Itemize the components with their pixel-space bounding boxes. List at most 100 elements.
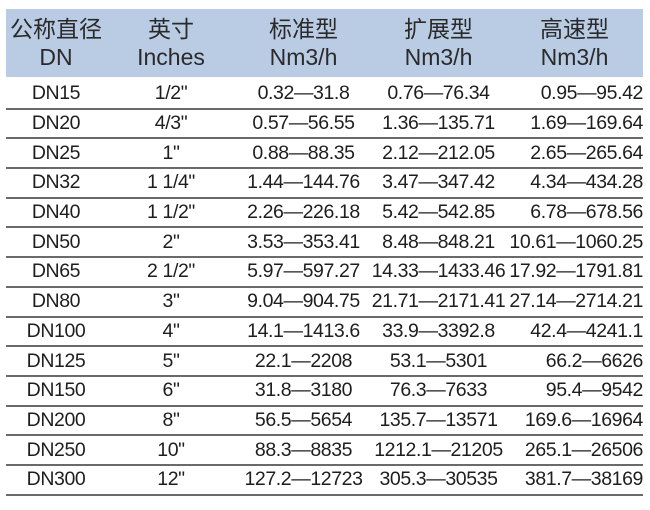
cell-inches: 10"	[157, 438, 185, 461]
cell-extended: 1212.1—21205	[374, 438, 503, 461]
cell-extended: 5.42—542.85	[382, 201, 495, 224]
cell-dn: DN25	[31, 141, 81, 164]
table-header: 公称直径 DN 英寸 Inches 标准型 Nm3/h 扩展型 Nm3/h 高速型 Nm3…	[6, 9, 643, 77]
table-row: DN25 1" 0.88—88.35 2.12—212.05 2.65—265.64	[6, 139, 643, 170]
cell-standard: 14.1—1413.6	[247, 319, 360, 342]
cell-dn: DN80	[31, 290, 81, 313]
cell-high-speed: 2.65—265.64	[530, 141, 643, 164]
cell-dn: DN40	[31, 201, 81, 224]
cell-extended: 3.47—347.42	[382, 171, 495, 194]
table-row: DN200 8" 56.5—5654 135.7—13571 169.6—16964	[6, 407, 643, 437]
cell-dn: DN50	[31, 230, 81, 253]
cell-standard: 0.88—88.35	[252, 141, 355, 164]
table-row: DN100 4" 14.1—1413.6 33.9—3392.8 42.4—4241.1	[6, 318, 643, 348]
cell-inches: 4"	[162, 319, 180, 342]
header-standard-en: Nm3/h	[269, 44, 338, 70]
flow-range-table: 公称直径 DN 英寸 Inches 标准型 Nm3/h 扩展型 Nm3/h 高速型 Nm3…	[6, 9, 643, 496]
cell-dn: DN200	[26, 408, 86, 431]
cell-dn: DN32	[31, 171, 81, 194]
header-high-speed-zh: 高速型	[540, 16, 609, 42]
header-inches: 英寸 Inches	[106, 9, 236, 77]
cell-high-speed: 95.4—9542	[545, 379, 644, 402]
cell-inches: 3"	[162, 290, 180, 313]
cell-standard: 0.57—56.55	[252, 112, 355, 135]
cell-inches: 2 1/2"	[147, 260, 195, 283]
cell-high-speed: 27.14—2714.21	[509, 290, 643, 313]
cell-inches: 1 1/2"	[147, 201, 195, 224]
table-row: DN65 2 1/2" 5.97—597.27 14.33—1433.46 17.92—…	[6, 258, 643, 288]
cell-dn: DN15	[31, 82, 81, 105]
cell-extended: 2.12—212.05	[382, 141, 495, 164]
cell-standard: 22.1—2208	[254, 349, 353, 372]
header-standard-zh: 标准型	[269, 16, 338, 42]
header-dn-en: DN	[39, 44, 73, 70]
table-row: DN50 2" 3.53—353.41 8.48—848.21 10.61—1060.2…	[6, 228, 643, 259]
cell-extended: 33.9—3392.8	[382, 319, 495, 342]
cell-standard: 0.32—31.8	[257, 82, 350, 105]
header-extended-zh: 扩展型	[404, 16, 473, 42]
table-row: DN125 5" 22.1—2208 53.1—5301 66.2—6626	[6, 347, 643, 377]
cell-dn: DN250	[26, 438, 86, 461]
cell-high-speed: 66.2—6626	[545, 349, 644, 372]
cell-high-speed: 1.69—169.64	[530, 112, 643, 135]
header-high-speed: 高速型 Nm3/h	[506, 9, 643, 77]
cell-high-speed: 42.4—4241.1	[530, 319, 643, 342]
cell-extended: 53.1—5301	[389, 349, 488, 372]
header-high-speed-en: Nm3/h	[540, 44, 609, 70]
header-standard: 标准型 Nm3/h	[236, 9, 371, 77]
header-extended-en: Nm3/h	[404, 44, 473, 70]
cell-extended: 305.3—30535	[379, 468, 498, 491]
cell-standard: 88.3—8835	[254, 438, 353, 461]
cell-high-speed: 265.1—26506	[524, 438, 644, 461]
cell-standard: 2.26—226.18	[247, 201, 360, 224]
cell-inches: 5"	[162, 349, 180, 372]
table-row: DN150 6" 31.8—3180 76.3—7633 95.4—9542	[6, 377, 643, 407]
cell-inches: 1 1/4"	[147, 171, 195, 194]
cell-standard: 56.5—5654	[254, 408, 353, 431]
cell-standard: 127.2—12723	[244, 468, 363, 491]
header-dn: 公称直径 DN	[6, 9, 106, 77]
cell-dn: DN65	[31, 260, 81, 283]
cell-standard: 3.53—353.41	[247, 230, 360, 253]
cell-standard: 9.04—904.75	[247, 290, 360, 313]
cell-inches: 4/3"	[154, 112, 188, 135]
cell-inches: 8"	[162, 408, 180, 431]
cell-inches: 2"	[162, 230, 180, 253]
cell-dn: DN125	[26, 349, 86, 372]
table-row: DN250 10" 88.3—8835 1212.1—21205 265.1—26506	[6, 436, 643, 466]
header-extended: 扩展型 Nm3/h	[371, 9, 506, 77]
cell-extended: 21.71—2171.41	[371, 290, 506, 313]
cell-high-speed: 381.7—38169	[524, 468, 644, 491]
cell-inches: 1/2"	[154, 82, 188, 105]
cell-standard: 31.8—3180	[254, 379, 353, 402]
table-body: DN15 1/2" 0.32—31.8 0.76—76.34 0.95—95.42 DN2…	[6, 80, 643, 496]
header-dn-zh: 公称直径	[10, 16, 102, 42]
header-inches-en: Inches	[137, 44, 205, 70]
cell-extended: 0.76—76.34	[387, 82, 490, 105]
cell-dn: DN300	[26, 468, 86, 491]
cell-extended: 8.48—848.21	[382, 230, 495, 253]
cell-high-speed: 4.34—434.28	[530, 171, 643, 194]
table-row: DN80 3" 9.04—904.75 21.71—2171.41 27.14—2714…	[6, 288, 643, 318]
cell-dn: DN150	[26, 379, 86, 402]
cell-inches: 12"	[157, 468, 185, 491]
cell-high-speed: 169.6—16964	[524, 408, 644, 431]
cell-inches: 1"	[162, 141, 180, 164]
cell-standard: 1.44—144.76	[247, 171, 360, 194]
cell-dn: DN100	[26, 319, 86, 342]
header-inches-zh: 英寸	[148, 16, 194, 42]
table-row: DN32 1 1/4" 1.44—144.76 3.47—347.42 4.34—434…	[6, 169, 643, 199]
cell-high-speed: 10.61—1060.25	[509, 230, 643, 253]
cell-extended: 135.7—13571	[379, 408, 498, 431]
cell-extended: 76.3—7633	[389, 379, 488, 402]
table-row: DN40 1 1/2" 2.26—226.18 5.42—542.85 6.78—678…	[6, 199, 643, 229]
cell-standard: 5.97—597.27	[247, 260, 360, 283]
cell-dn: DN20	[31, 112, 81, 135]
cell-high-speed: 17.92—1791.81	[509, 260, 643, 283]
table-row: DN20 4/3" 0.57—56.55 1.36—135.71 1.69—169.64	[6, 110, 643, 140]
cell-inches: 6"	[162, 379, 180, 402]
table-row: DN15 1/2" 0.32—31.8 0.76—76.34 0.95—95.42	[6, 80, 643, 110]
cell-extended: 1.36—135.71	[382, 112, 495, 135]
cell-high-speed: 0.95—95.42	[540, 82, 644, 105]
cell-high-speed: 6.78—678.56	[530, 201, 643, 224]
